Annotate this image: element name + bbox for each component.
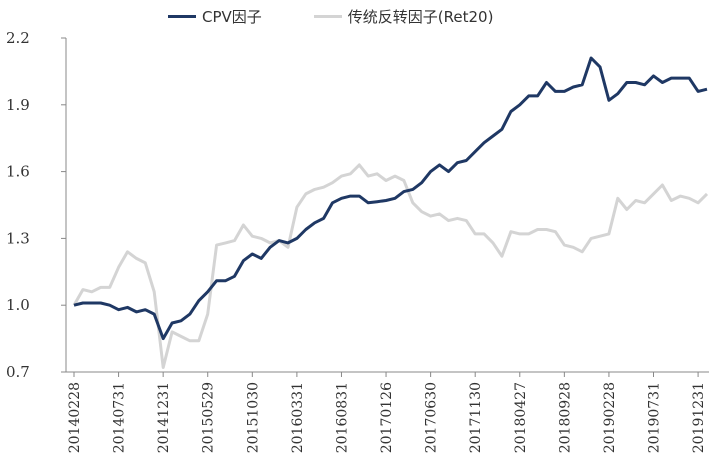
- x-tick-label: 20190228: [602, 382, 618, 453]
- x-tick-label: 20140731: [112, 382, 128, 453]
- series-line-ret20: [72, 163, 709, 369]
- x-tick-label: 20150529: [201, 382, 217, 453]
- x-tick-label: 20140228: [67, 382, 83, 453]
- x-tick-label: 20190731: [647, 382, 663, 453]
- y-tick-label: 1.0: [6, 296, 30, 314]
- legend-swatch-ret20: [313, 15, 342, 18]
- x-tick-label: 20141231: [156, 382, 172, 453]
- legend-item-cpv: CPV因子: [168, 6, 262, 27]
- series-line-cpv: [73, 56, 708, 341]
- x-tick-label: 20160331: [290, 382, 306, 453]
- x-tick-label: 20180928: [557, 382, 573, 453]
- x-tick-label: 20191231: [691, 382, 707, 453]
- legend-swatch-cpv: [168, 15, 196, 18]
- x-tick-label: 20180427: [513, 382, 529, 453]
- y-tick-label: 2.2: [6, 29, 30, 47]
- y-tick-label: 1.3: [6, 229, 30, 247]
- x-tick-label: 20151030: [245, 382, 261, 453]
- y-tick-label: 1.6: [6, 163, 30, 181]
- y-tick-label: 0.7: [6, 363, 30, 381]
- x-tick-label: 20170126: [379, 382, 395, 453]
- legend-item-ret20: 传统反转因子(Ret20): [313, 6, 494, 27]
- x-tick-label: 20170630: [424, 382, 440, 453]
- legend-label-ret20: 传统反转因子(Ret20): [347, 8, 494, 26]
- x-tick-label: 20171130: [468, 382, 484, 453]
- x-tick-label: 20160831: [334, 382, 350, 453]
- legend-label-cpv: CPV因子: [202, 8, 262, 26]
- chart-legend: CPV因子 传统反转因子(Ret20): [168, 6, 493, 27]
- y-tick-label: 1.9: [6, 96, 30, 114]
